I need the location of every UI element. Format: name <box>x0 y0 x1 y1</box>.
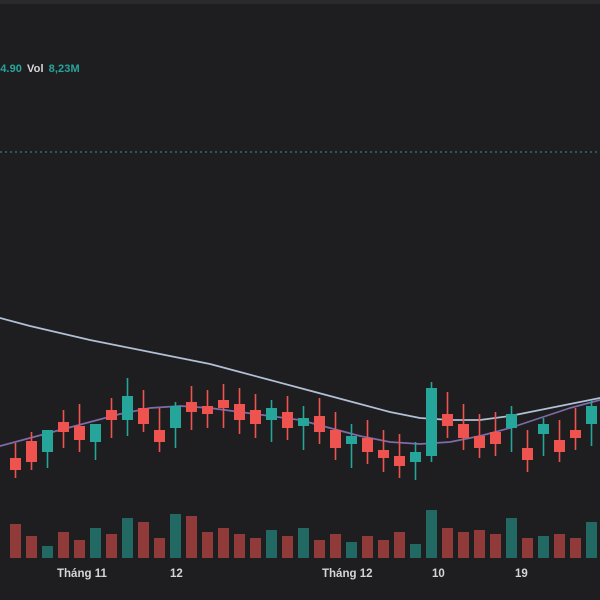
candle-body <box>234 404 245 420</box>
candle-body <box>330 430 341 448</box>
legend-volume-label: Vol <box>27 63 44 75</box>
candle-body <box>554 440 565 452</box>
candle-body <box>314 416 325 432</box>
volume-bar <box>522 538 533 558</box>
legend-volume-value: 8,23M <box>48 63 80 75</box>
candle-body <box>586 406 597 424</box>
legend-price: 44.90 <box>0 63 23 75</box>
candle-body <box>538 424 549 434</box>
candle-body <box>26 441 37 462</box>
candle-body <box>506 414 517 428</box>
candle-body <box>74 426 85 440</box>
x-axis-tick-2: Tháng 12 <box>322 568 373 580</box>
candle-body <box>394 456 405 466</box>
candles-group <box>10 378 597 480</box>
volume-bar <box>42 546 53 558</box>
ma-fast-path <box>0 317 600 421</box>
volume-bar <box>122 518 133 558</box>
volume-bar <box>186 516 197 558</box>
x-axis-tick-1: 12 <box>170 568 183 580</box>
chart-legend: 44.90 Vol 8,23M <box>0 63 80 75</box>
volume-bar <box>234 534 245 558</box>
candle-body <box>138 408 149 424</box>
volume-bar <box>58 532 69 558</box>
volume-bar <box>554 534 565 558</box>
x-axis-tick-0: Tháng 11 <box>57 568 107 580</box>
volume-bar <box>282 536 293 558</box>
candle-body <box>202 406 213 414</box>
candle-body <box>474 436 485 448</box>
volume-bar <box>250 538 261 558</box>
candle-body <box>266 408 277 420</box>
volume-bar <box>490 534 501 558</box>
volume-bar <box>346 542 357 558</box>
candle-body <box>42 430 53 452</box>
candle-body <box>410 452 421 462</box>
volume-bar <box>442 528 453 558</box>
volume-bar <box>458 532 469 558</box>
volume-bar <box>362 536 373 558</box>
candle-body <box>522 448 533 460</box>
volume-bar <box>154 538 165 558</box>
volume-bar <box>26 536 37 558</box>
candle-body <box>458 424 469 438</box>
candle-body <box>250 410 261 424</box>
volume-bar <box>90 528 101 558</box>
top-strip <box>0 0 600 4</box>
volume-bar <box>570 538 581 558</box>
candle-body <box>426 388 437 456</box>
candle-body <box>442 414 453 426</box>
volume-bar <box>10 524 21 558</box>
x-axis-tick-4: 19 <box>515 568 528 580</box>
volume-bar <box>426 510 437 558</box>
volume-bar <box>170 514 181 558</box>
candle-body <box>490 432 501 444</box>
volume-bar <box>218 528 229 558</box>
candle-body <box>58 422 69 432</box>
candle-body <box>122 396 133 420</box>
volume-bar <box>298 528 309 558</box>
volume-bar <box>506 518 517 558</box>
volume-bar <box>138 522 149 558</box>
candle-body <box>186 402 197 412</box>
volume-bar <box>378 540 389 558</box>
volume-bar <box>202 532 213 558</box>
candle-body <box>170 406 181 428</box>
volume-bar <box>106 534 117 558</box>
volume-bar <box>74 540 85 558</box>
volume-bar <box>474 530 485 558</box>
volume-bar <box>266 530 277 558</box>
ma-fast-line <box>0 317 600 421</box>
candle-body <box>282 412 293 428</box>
candle-body <box>106 410 117 420</box>
volume-bar <box>394 532 405 558</box>
volume-bars-group <box>10 510 597 558</box>
candle-body <box>154 430 165 442</box>
volume-bar <box>410 544 421 558</box>
volume-bar <box>314 540 325 558</box>
volume-bar <box>586 522 597 558</box>
volume-bar <box>538 536 549 558</box>
candle-body <box>570 430 581 438</box>
candle-body <box>90 424 101 442</box>
candle-body <box>378 450 389 458</box>
candle-body <box>346 436 357 444</box>
x-axis-labels: Tháng 11 12 Tháng 12 10 19 <box>0 568 600 588</box>
candle-body <box>10 458 21 470</box>
candle-body <box>362 438 373 452</box>
candle-body <box>298 418 309 426</box>
volume-bar <box>330 534 341 558</box>
candle-body <box>218 400 229 408</box>
x-axis-tick-3: 10 <box>432 568 445 580</box>
